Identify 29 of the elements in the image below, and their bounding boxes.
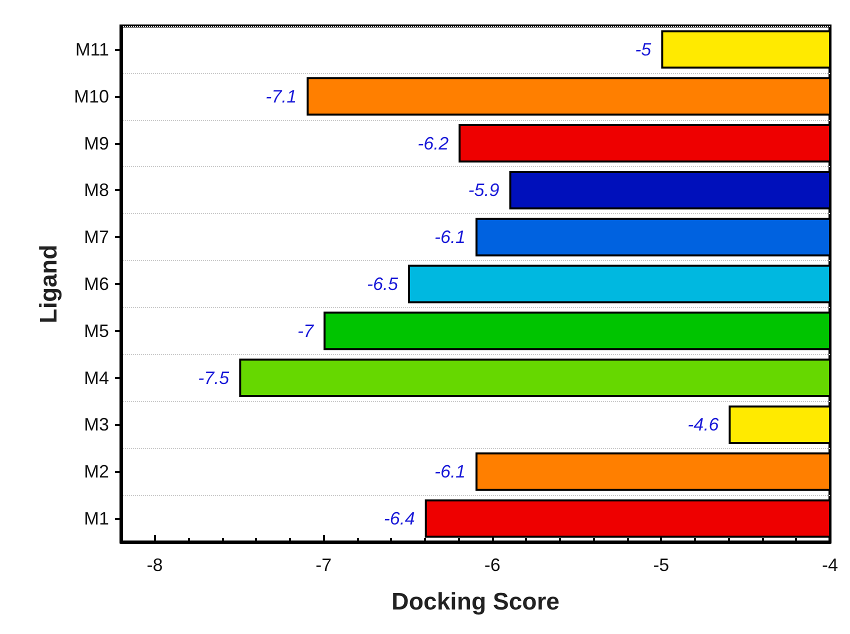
y-tick-label: M4	[84, 368, 109, 388]
y-tick-label: M6	[84, 274, 109, 294]
y-tick-label: M8	[84, 180, 109, 200]
data-label: -7.1	[266, 86, 297, 106]
data-label: -7	[298, 320, 315, 341]
x-tick-label: -5	[653, 555, 670, 575]
y-tick-label: M11	[75, 39, 109, 60]
data-label: -6.2	[418, 133, 449, 154]
data-label: -6.1	[434, 462, 466, 482]
data-label: -7.5	[198, 368, 230, 388]
data-label: -6.5	[366, 274, 399, 294]
x-tick-label: -6	[484, 555, 500, 575]
y-tick-label: M1	[84, 508, 109, 529]
y-tick-label: M3	[84, 414, 109, 435]
x-tick-label: -8	[146, 555, 163, 575]
data-label: -6.1	[434, 227, 466, 248]
x-tick-label: -4	[822, 555, 838, 575]
data-label: -5	[635, 39, 652, 60]
x-axis-title: Docking Score	[391, 588, 560, 616]
data-label: -4.6	[688, 414, 720, 435]
data-label: -5.9	[468, 180, 500, 200]
y-tick-label: M2	[84, 462, 109, 482]
y-tick-label: M10	[74, 86, 109, 106]
x-tick-label: -7	[316, 555, 332, 575]
y-tick-label: M7	[84, 227, 109, 248]
data-label: -6.4	[384, 508, 415, 529]
y-axis-title: Ligand	[36, 244, 62, 324]
y-tick-label: M9	[84, 133, 109, 154]
y-tick-label: M5	[84, 320, 109, 341]
